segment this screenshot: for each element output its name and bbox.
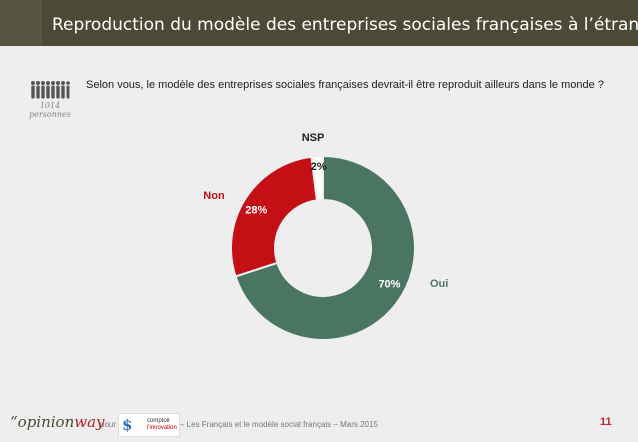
partner-logo: $ comptoir l'innovation (118, 413, 180, 437)
footer-pour: pour (100, 420, 117, 429)
partner-logo-text: comptoir l'innovation (147, 418, 177, 432)
title-bar: Reproduction du modèle des entreprises s… (0, 0, 638, 46)
slice-oui (234, 154, 416, 341)
slice-non (230, 155, 319, 278)
partner-logo-mark: $ (122, 416, 133, 434)
opinionway-logo: “opinionway (10, 413, 105, 431)
value-label-non: 28% (245, 204, 267, 216)
logo-main: “opinion (10, 413, 75, 431)
question-text: Selon vous, le modèle des entreprises so… (86, 79, 604, 91)
slice-nsp (310, 154, 324, 202)
page-number: 11 (600, 416, 612, 428)
category-label-oui: Oui (430, 278, 448, 290)
page-title: Reproduction du modèle des entreprises s… (52, 15, 638, 35)
value-label-nsp: 2% (311, 161, 327, 173)
footer-text: – Les Français et le modèle social franç… (180, 420, 378, 429)
people-icon (31, 81, 70, 99)
title-accent (0, 0, 42, 46)
sample-unit: personnes (29, 110, 71, 119)
category-label-non: Non (203, 190, 225, 202)
sample-size: 1014 (39, 101, 61, 110)
logo-accent: way (74, 413, 105, 431)
partner-line1: comptoir (147, 418, 171, 424)
category-label-nsp: NSP (302, 132, 325, 144)
value-label-oui: 70% (378, 278, 400, 290)
partner-line2: l'innovation (147, 425, 177, 431)
